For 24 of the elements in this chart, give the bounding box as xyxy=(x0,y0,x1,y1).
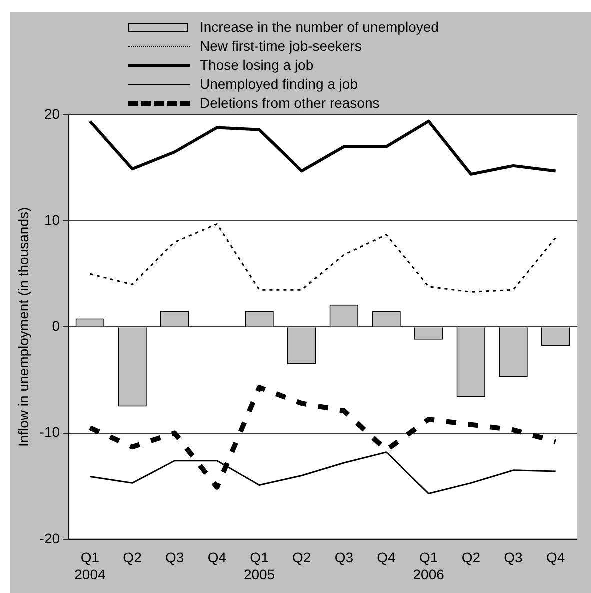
x-tick-label: Q3 xyxy=(166,550,184,566)
y-tick-label: 10 xyxy=(44,212,60,228)
x-tick-label: Q1 2006 xyxy=(413,550,445,582)
y-tick-label: 20 xyxy=(44,106,60,122)
legend-label: Increase in the number of unemployed xyxy=(200,18,439,37)
y-tick-label: 0 xyxy=(52,318,60,334)
x-tick-label: Q2 xyxy=(292,550,312,566)
x-tick-label: Q1 2005 xyxy=(244,550,276,582)
x-tick-label: Q4 xyxy=(377,550,396,566)
x-tick-label: Q3 xyxy=(334,550,354,566)
x-tick-label: Q4 xyxy=(546,550,566,566)
x-tick-label: Q2 xyxy=(462,550,481,566)
legend-label: Unemployed finding a job xyxy=(200,75,358,94)
x-tick-label: Q1 2004 xyxy=(74,550,106,582)
line-series xyxy=(89,224,557,293)
legend-label: New first-time job-seekers xyxy=(200,37,362,56)
y-tick-label: -10 xyxy=(40,424,60,440)
y-tick-label: -20 xyxy=(40,530,60,546)
legend-label: Those losing a job xyxy=(200,56,314,75)
x-tick-label: Q2 xyxy=(123,550,142,566)
legend-label: Deletions from other reasons xyxy=(200,94,380,113)
y-axis-title: Inflow in unemployment (in thousands) xyxy=(15,207,32,448)
x-tick-label: Q4 xyxy=(208,550,227,566)
x-tick-label: Q3 xyxy=(504,550,524,566)
